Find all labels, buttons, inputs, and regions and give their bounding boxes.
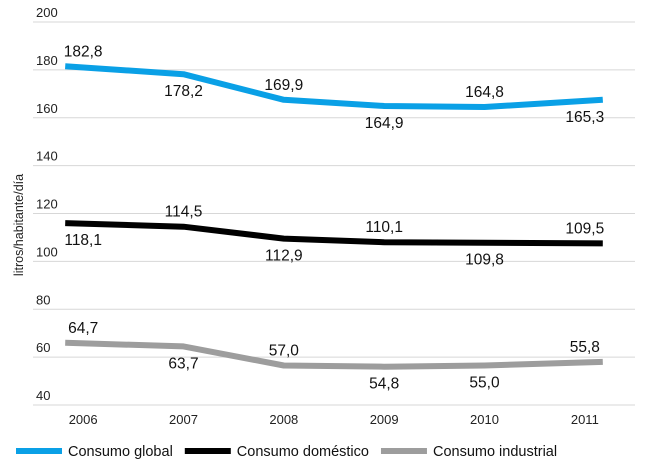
legend-label: Consumo doméstico: [237, 444, 369, 460]
legend-label: Consumo global: [68, 444, 173, 460]
y-tick-label: 180: [36, 53, 58, 68]
data-label: 54,8: [369, 376, 399, 393]
data-label: 164,9: [365, 115, 404, 132]
data-label: 118,1: [64, 232, 102, 249]
data-label: 64,7: [68, 320, 98, 337]
x-tick-label: 2009: [370, 412, 399, 427]
data-label: 112,9: [265, 248, 303, 265]
y-tick-label: 160: [36, 101, 58, 116]
data-label: 55,8: [570, 339, 600, 356]
y-tick-labels: 40 60 80 100 120 140 160 180 200: [36, 5, 58, 403]
data-label: 63,7: [168, 355, 198, 372]
y-tick-label: 100: [36, 244, 58, 259]
series-line-2: [65, 220, 603, 247]
data-labels: 182,8 178,2 169,9 164,9 164,8 165,3 118,1 114,5…: [64, 43, 604, 392]
y-tick-label: 40: [36, 388, 50, 403]
legend: Consumo global Consumo doméstico Consumo i…: [16, 444, 557, 460]
x-tick-labels: 2006 2007 2008 2009 2010 2011: [69, 412, 599, 427]
x-tick-label: 2007: [169, 412, 198, 427]
x-tick-label: 2006: [69, 412, 98, 427]
y-tick-label: 60: [36, 340, 50, 355]
data-label: 182,8: [64, 43, 103, 60]
data-label: 110,1: [365, 219, 403, 236]
x-tick-label: 2008: [269, 412, 298, 427]
y-tick-label: 80: [36, 292, 50, 307]
data-label: 114,5: [165, 204, 203, 221]
y-axis-label: litros/habitante/día: [12, 174, 26, 276]
series-lines: [65, 63, 603, 370]
data-label: 164,8: [465, 84, 504, 101]
series-line-3: [65, 339, 603, 370]
data-label: 109,8: [465, 252, 504, 269]
data-label: 57,0: [269, 343, 300, 360]
legend-label: Consumo industrial: [433, 444, 557, 460]
data-label: 55,0: [469, 375, 500, 392]
x-tick-label: 2010: [470, 412, 499, 427]
data-label: 165,3: [565, 109, 604, 126]
series-line-1: [65, 63, 603, 110]
data-label: 109,5: [565, 220, 604, 237]
data-label: 178,2: [164, 83, 203, 100]
y-tick-label: 140: [36, 149, 58, 164]
x-tick-label: 2011: [571, 412, 599, 427]
y-tick-label: 200: [36, 5, 58, 20]
y-tick-label: 120: [36, 197, 58, 212]
data-label: 169,9: [264, 77, 303, 94]
gridlines: [33, 21, 635, 406]
